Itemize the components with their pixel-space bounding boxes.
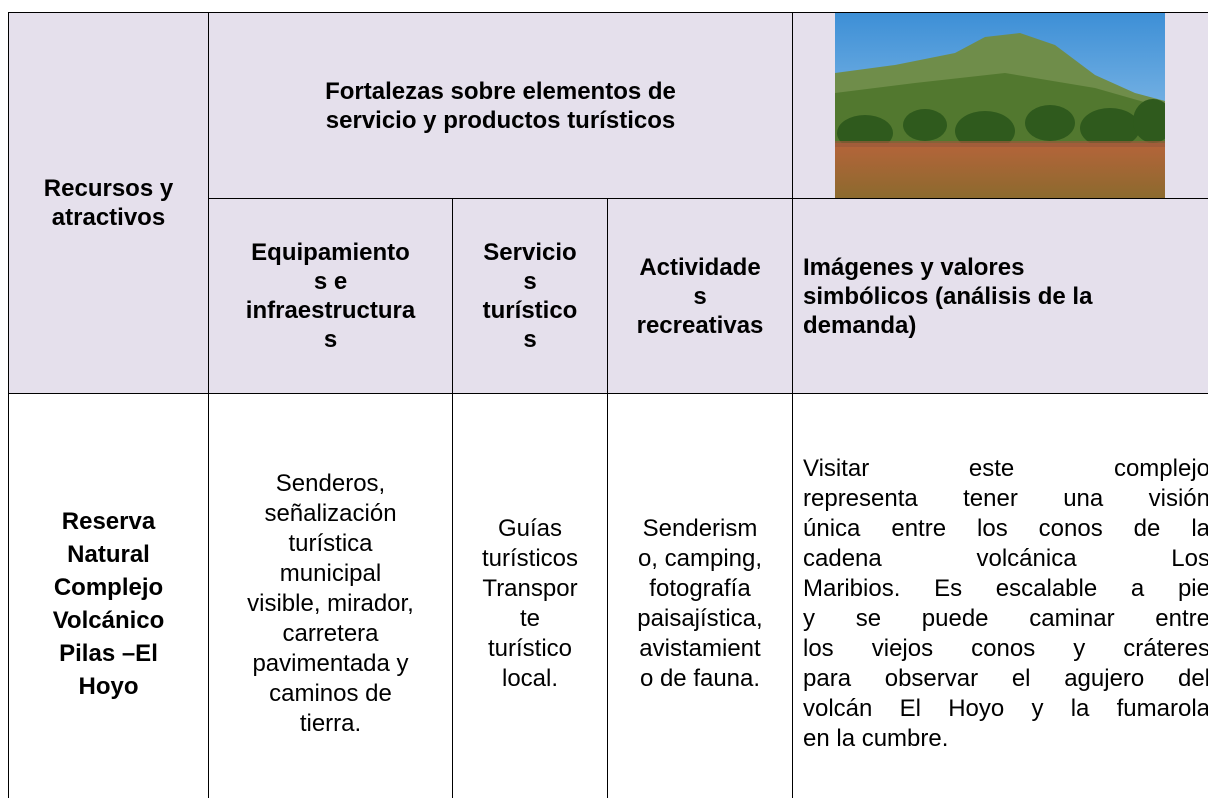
text-line: volcán El Hoyo y la fumarola	[803, 694, 1208, 722]
cell-text: Guías turísticos Transpor te turístico local.	[459, 514, 601, 694]
text-line: s	[523, 326, 537, 353]
text-line: visible, mirador,	[247, 589, 414, 617]
cell-text: Senderism o, camping, fotografía paisajísti…	[614, 514, 786, 694]
text-line: Guías	[497, 514, 563, 542]
column-header: Imágenes y valores simbólicos (análisis d…	[792, 198, 1208, 394]
text-line: demanda)	[803, 311, 917, 339]
volcano-photo	[835, 13, 1165, 198]
header-row: Recursos y atractivos Fortalezas sobre el…	[8, 12, 1208, 394]
cell: Senderism o, camping, fotografía paisajísti…	[607, 393, 793, 798]
photo-cell	[792, 12, 1208, 199]
text-line: y se puede caminar entre	[803, 604, 1208, 632]
text-line: Transpor	[482, 574, 578, 602]
strengths-header: Fortalezas sobre elementos de servicio y …	[208, 12, 793, 199]
cell-text: Servicio s turístico s	[459, 238, 601, 354]
text-line: caminos de	[269, 679, 392, 707]
text-line: turística	[288, 529, 373, 557]
text-line: Maribios. Es escalable a pie	[803, 574, 1208, 602]
text-line: única entre los conos de la	[803, 514, 1208, 542]
cell: Guías turísticos Transpor te turístico local.	[452, 393, 608, 798]
text-line: Fortalezas sobre elementos de	[325, 77, 676, 105]
text-line: municipal	[279, 559, 382, 587]
text-line: s	[693, 282, 707, 310]
text-line: recreativas	[636, 311, 764, 339]
text-line: paisajística,	[637, 604, 763, 632]
text-line: s	[523, 268, 537, 295]
text-line: turístico	[487, 634, 573, 662]
text-line: Imágenes y valores	[803, 253, 1025, 281]
subheader-row: Equipamiento s e infraestructura s Servicio…	[9, 198, 1208, 394]
text-line: Complejo	[53, 573, 164, 601]
text-line: Actividade	[639, 253, 761, 281]
text-line: Visitar este complejo	[803, 454, 1208, 482]
text-line: te	[519, 604, 540, 632]
text-line: servicio y productos turísticos	[325, 106, 676, 134]
text-line: o de fauna.	[639, 664, 761, 692]
text-line: Volcánico	[52, 606, 165, 634]
cell-text: Equipamiento s e infraestructura s	[215, 238, 446, 354]
text-line: pavimentada y	[252, 649, 409, 677]
text-line: Recursos y	[43, 175, 174, 202]
text-line: simbólicos (análisis de la	[803, 282, 1093, 310]
text-line: Senderism	[642, 514, 758, 542]
column-header: Actividade s recreativas	[607, 198, 793, 394]
text-line: cadena volcánica Los	[803, 544, 1208, 572]
text-line: Equipamiento	[251, 239, 410, 266]
data-row: Reserva Natural Complejo Volcánico Pilas –El…	[8, 393, 1208, 798]
text-line: Hoyo	[78, 672, 139, 700]
text-line: los viejos conos y cráteres	[803, 634, 1208, 662]
text-line: fotografía	[649, 574, 751, 602]
text-line: local.	[501, 664, 559, 692]
text-line: turísticos	[481, 544, 579, 572]
text-line: Natural	[67, 540, 150, 568]
text-line: s e	[313, 268, 348, 295]
cell-text: Reserva Natural Complejo Volcánico Pilas –El…	[15, 505, 202, 703]
cell: Reserva Natural Complejo Volcánico Pilas –El…	[8, 393, 209, 798]
text-line: infraestructura	[245, 297, 416, 324]
column-header: Servicio s turístico s	[452, 198, 608, 394]
cell-text: Actividade s recreativas	[614, 253, 786, 340]
text-line: o, camping,	[637, 544, 763, 572]
cell-text: Imágenes y valores simbólicos (análisis d…	[803, 253, 1208, 340]
text-line: avistamient	[639, 634, 761, 662]
text-line: atractivos	[51, 204, 166, 231]
text-line: Servicio	[483, 239, 577, 266]
cell-text: Recursos y atractivos	[15, 174, 202, 232]
text-line: Pilas –El	[59, 639, 158, 667]
cell: Visitar este complejo representa tener un…	[792, 393, 1208, 798]
strengths-table: Recursos y atractivos Fortalezas sobre el…	[8, 12, 1208, 798]
text-line: señalización	[264, 499, 397, 527]
cell-text: Fortalezas sobre elementos de servicio y …	[215, 77, 786, 135]
text-line: tierra.	[299, 709, 362, 737]
text-line: turístico	[482, 297, 578, 324]
column-header: Equipamiento s e infraestructura s	[208, 198, 453, 394]
text-line: Senderos,	[275, 469, 386, 497]
resources-header: Recursos y atractivos	[8, 12, 209, 394]
cell-text: Visitar este complejo representa tener un…	[803, 454, 1208, 754]
text-line: representa tener una visión	[803, 484, 1208, 512]
text-line: Reserva	[61, 507, 156, 535]
text-line: en la cumbre.	[803, 724, 949, 752]
cell-text: Senderos, señalización turística municipal v…	[215, 469, 446, 739]
text-line: s	[323, 326, 338, 353]
text-line: carretera	[282, 619, 379, 647]
text-line: para observar el agujero del	[803, 664, 1208, 692]
cell: Senderos, señalización turística municipal v…	[208, 393, 453, 798]
